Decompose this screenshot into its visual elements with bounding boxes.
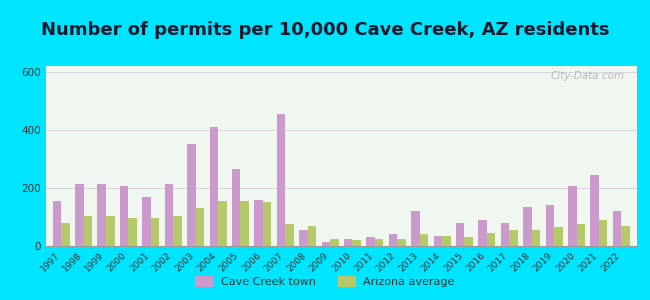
Bar xyxy=(263,202,271,246)
Bar xyxy=(61,223,70,246)
Bar xyxy=(53,201,61,246)
Bar xyxy=(599,220,607,246)
Bar xyxy=(397,239,406,246)
Bar xyxy=(456,223,465,246)
Bar xyxy=(465,237,473,246)
Bar xyxy=(164,184,173,246)
Bar xyxy=(330,239,339,246)
Bar xyxy=(196,208,204,246)
Bar xyxy=(621,226,630,246)
Bar xyxy=(232,169,240,246)
Bar xyxy=(545,206,554,246)
Bar xyxy=(554,227,563,246)
Bar xyxy=(129,218,137,246)
Bar xyxy=(434,236,442,246)
Bar xyxy=(120,187,129,246)
Bar xyxy=(299,230,307,246)
Bar xyxy=(442,236,450,246)
Text: Number of permits per 10,000 Cave Creek, AZ residents: Number of permits per 10,000 Cave Creek,… xyxy=(41,21,609,39)
Bar xyxy=(75,184,84,246)
Bar xyxy=(307,226,316,246)
Bar xyxy=(277,114,285,246)
Bar xyxy=(367,237,375,246)
Bar xyxy=(322,242,330,246)
Bar xyxy=(375,239,383,246)
Bar xyxy=(487,233,495,246)
Bar xyxy=(285,224,294,246)
Bar xyxy=(187,144,196,246)
Bar xyxy=(352,240,361,246)
Bar xyxy=(532,230,540,246)
Bar xyxy=(98,184,106,246)
Bar xyxy=(209,127,218,246)
Bar xyxy=(254,200,263,246)
Bar xyxy=(510,230,518,246)
Bar xyxy=(389,234,397,246)
Bar xyxy=(218,201,227,246)
Legend: Cave Creek town, Arizona average: Cave Creek town, Arizona average xyxy=(190,272,460,291)
Bar xyxy=(151,218,159,246)
Bar xyxy=(590,175,599,246)
Bar xyxy=(142,196,151,246)
Text: City-Data.com: City-Data.com xyxy=(551,71,625,81)
Bar xyxy=(84,215,92,246)
Bar xyxy=(420,234,428,246)
Bar xyxy=(173,215,182,246)
Bar xyxy=(613,211,621,246)
Bar xyxy=(568,187,577,246)
Bar xyxy=(240,201,249,246)
Bar xyxy=(411,211,420,246)
Bar xyxy=(478,220,487,246)
Bar xyxy=(106,215,114,246)
Bar xyxy=(500,223,510,246)
Bar xyxy=(523,207,532,246)
Bar xyxy=(344,239,352,246)
Bar xyxy=(577,224,585,246)
